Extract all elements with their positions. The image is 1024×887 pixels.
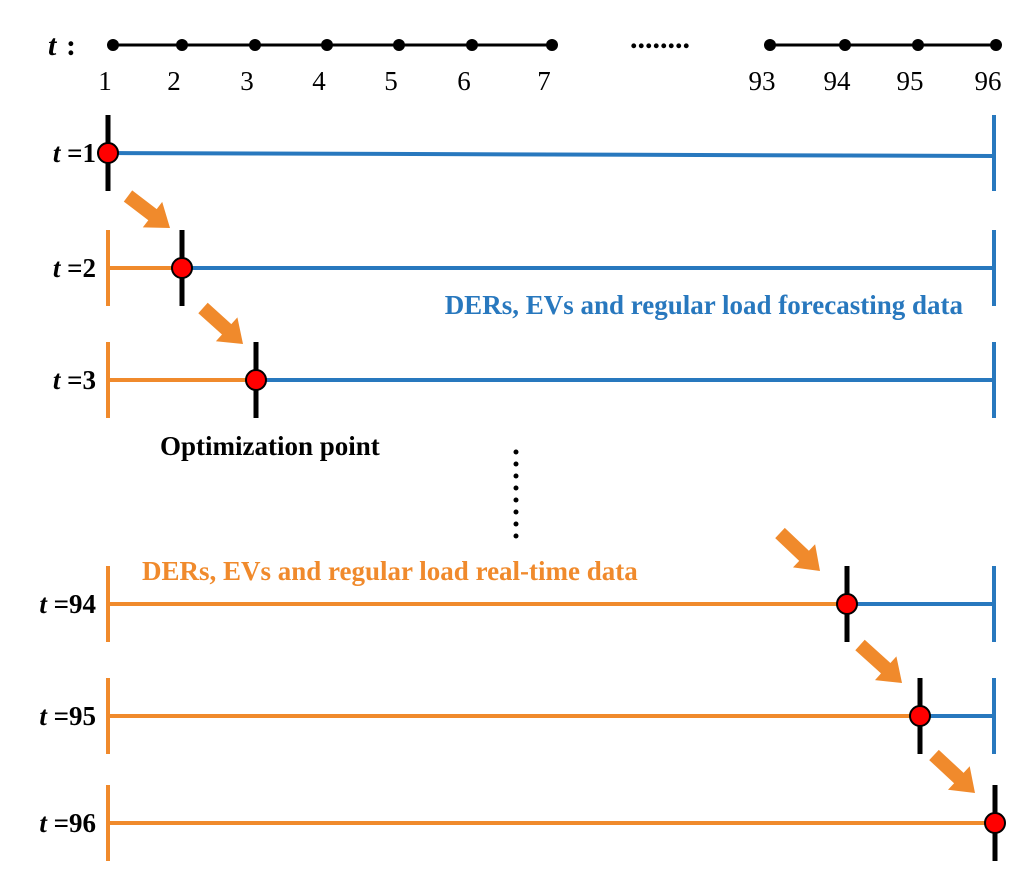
timeline-variable: t (48, 29, 58, 62)
row-label-variable: t (53, 138, 67, 168)
timeline-dot (990, 39, 1002, 51)
timeline-tick-label: 1 (98, 66, 112, 96)
row-label-variable: t (53, 253, 67, 283)
horizon-row: t =96 (39, 785, 1006, 861)
row-label-value: =1 (67, 138, 96, 168)
optimization-point-label: Optimization point (160, 431, 380, 461)
timeline-tick-label: 5 (384, 66, 398, 96)
step-arrows (123, 190, 975, 793)
forecast-segment (107, 151, 995, 158)
horizon-row: t =2 (53, 230, 996, 306)
timeline-ellipsis: ........ (630, 22, 690, 55)
optimization-point-dot (245, 369, 267, 391)
timeline-dot (107, 39, 119, 51)
step-arrow (775, 527, 820, 571)
optimization-point-dot (97, 142, 119, 164)
row-label: t =96 (39, 808, 96, 838)
optimization-point-dot (171, 257, 193, 279)
step-arrow (929, 749, 975, 793)
horizon-row: t =1 (53, 115, 996, 191)
step-arrow (123, 190, 170, 228)
step-arrow (855, 639, 902, 683)
timeline-tick-label: 94 (824, 66, 852, 96)
row-label-variable: t (39, 589, 53, 619)
row-label: t =94 (39, 589, 96, 619)
row-label: t =3 (53, 365, 96, 395)
timeline-tick-label: 3 (240, 66, 254, 96)
timeline-tick-label: 93 (749, 66, 776, 96)
row-label: t =1 (53, 138, 96, 168)
timeline-dot (249, 39, 261, 51)
timeline-dot (321, 39, 333, 51)
horizon-row: t =94 (39, 566, 996, 642)
timeline-tick-label: 96 (975, 66, 1002, 96)
row-label-value: =94 (54, 589, 96, 619)
timeline-dot (764, 39, 776, 51)
row-label-variable: t (39, 808, 53, 838)
timeline-tick-label: 95 (897, 66, 924, 96)
row-label: t =95 (39, 701, 96, 731)
timeline-dot (912, 39, 924, 51)
realtime-data-label: DERs, EVs and regular load real-time dat… (142, 556, 638, 586)
optimization-point-dot (984, 812, 1006, 834)
vertical-ellipsis (513, 449, 519, 539)
row-label-value: =2 (67, 253, 96, 283)
row-label-value: =96 (54, 808, 96, 838)
timeline-tick-label: 4 (312, 66, 326, 96)
timeline-dot (546, 39, 558, 51)
forecast-data-label: DERs, EVs and regular load forecasting d… (445, 290, 964, 320)
step-arrow (198, 302, 243, 344)
optimization-point-dot (909, 705, 931, 727)
horizon-rows: t =1t =2t =3t =94t =95t =96 (39, 115, 1006, 861)
row-label-value: =3 (67, 365, 96, 395)
timeline-ticks: 1 2 3 4 5 6 7 93 94 95 96 (98, 39, 1002, 96)
timeline-dot (839, 39, 851, 51)
optimization-point-dot (836, 593, 858, 615)
row-label-variable: t (39, 701, 53, 731)
horizon-row: t =95 (39, 678, 996, 754)
timeline-colon: : (66, 29, 76, 62)
timeline-dot (176, 39, 188, 51)
timeline-tick-label: 2 (167, 66, 181, 96)
row-label-value: =95 (54, 701, 96, 731)
row-label-variable: t (53, 365, 67, 395)
timeline: t : ........ 1 2 3 4 5 6 7 93 94 95 96 (48, 22, 1002, 96)
horizon-row: t =3 (53, 342, 996, 418)
timeline-dot (466, 39, 478, 51)
timeline-tick-label: 6 (457, 66, 471, 96)
timeline-tick-label: 7 (537, 66, 551, 96)
row-label: t =2 (53, 253, 96, 283)
timeline-dot (393, 39, 405, 51)
